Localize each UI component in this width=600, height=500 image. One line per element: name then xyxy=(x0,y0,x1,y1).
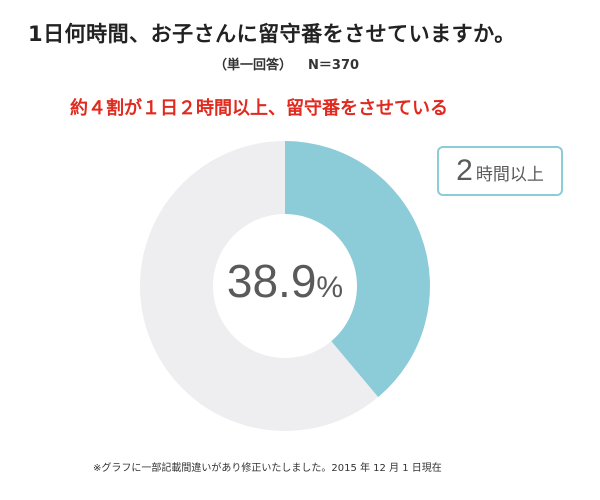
sample-size: N＝370 xyxy=(308,58,360,73)
chart-title: 1日何時間、お子さんに留守番をさせていますか。 xyxy=(28,22,516,46)
callout-box: 2 時間以上 xyxy=(437,146,563,196)
chart-subtitle: （単一回答） N＝370 xyxy=(214,54,359,73)
center-value-unit: % xyxy=(316,271,344,304)
donut-slice-remainder xyxy=(139,141,379,431)
callout-number: 2 xyxy=(456,154,473,187)
center-value-number: 38.9 xyxy=(226,255,317,307)
footnote: ※グラフに一部記載間違いがあり修正いたしました。2015 年 12 月 1 日現… xyxy=(93,463,442,474)
headline: 約４割が１日２時間以上、留守番をさせている xyxy=(70,98,448,119)
callout-text: 時間以上 xyxy=(475,165,544,185)
donut-slice-highlight xyxy=(285,141,430,398)
center-value: 38.9% xyxy=(185,254,385,308)
question-type: （単一回答） xyxy=(214,58,293,73)
